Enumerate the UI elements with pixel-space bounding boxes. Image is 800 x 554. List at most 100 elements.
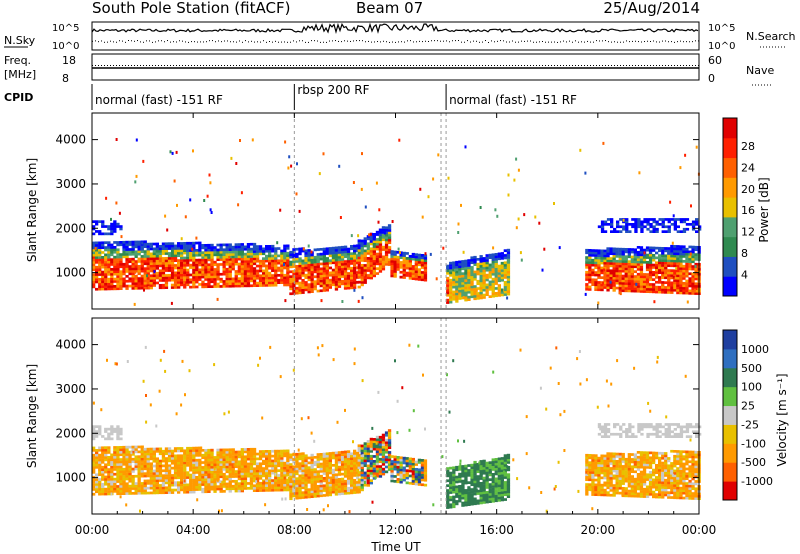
heatmap-cell (95, 485, 99, 489)
heatmap-cell (110, 222, 114, 226)
nsearch-point (491, 40, 492, 42)
heatmap-cell (246, 257, 251, 261)
heatmap-cell (249, 264, 254, 268)
heatmap-cell (110, 458, 114, 462)
heatmap-cell (228, 448, 232, 452)
heatmap-cell (470, 275, 474, 279)
heatmap-cell (167, 278, 172, 282)
heatmap-cell (198, 475, 202, 479)
heatmap-cell (104, 241, 108, 244)
heatmap-cell (612, 286, 616, 290)
heatmap-cell (231, 463, 235, 466)
heatmap-cell (503, 285, 507, 289)
heatmap-cell (479, 269, 483, 273)
heatmap-cell (292, 255, 296, 259)
heatmap-cell (449, 281, 453, 284)
heatmap-cell (158, 257, 163, 260)
heatmap-cell (104, 275, 108, 279)
colorbar-segment (723, 216, 737, 238)
heatmap-cell (322, 272, 326, 275)
heatmap-cell (222, 267, 226, 271)
heatmap-cell (216, 451, 220, 454)
heatmap-cell (249, 279, 254, 283)
heatmap-cell (110, 485, 114, 488)
heatmap-cell (219, 255, 223, 259)
nave-point (272, 65, 273, 66)
heatmap-cell (497, 267, 501, 270)
heatmap-cell (449, 293, 453, 297)
heatmap-cell (137, 457, 141, 461)
heatmap-cell (658, 246, 662, 250)
heatmap-cell (600, 227, 605, 231)
nsearch-point (401, 41, 402, 43)
heatmap-cell (277, 476, 281, 480)
heatmap-cell (331, 254, 336, 257)
heatmap-cell (340, 253, 345, 256)
heatmap-cell (304, 273, 308, 277)
heatmap-cell (452, 261, 456, 265)
nsearch-point (602, 40, 603, 42)
heatmap-cell (609, 262, 613, 265)
heatmap-cell (271, 449, 275, 453)
heatmap-cell (240, 279, 244, 283)
heatmap-cell (228, 460, 232, 464)
heatmap-cell (131, 477, 135, 481)
heatmap-cell (325, 252, 329, 255)
heatmap-cell (246, 467, 251, 471)
heatmap-cell (298, 286, 302, 290)
heatmap-cell (597, 256, 601, 260)
nsearch-point (278, 41, 279, 43)
heatmap-cell (316, 280, 320, 283)
heatmap-cell (423, 269, 428, 272)
heatmap-cell (378, 257, 383, 261)
heatmap-cell (506, 273, 511, 276)
heatmap-cell (600, 220, 605, 224)
heatmap-cell (149, 479, 153, 483)
heatmap-cell (476, 258, 480, 261)
heatmap-cell (340, 477, 345, 481)
nave-point (320, 65, 321, 66)
heatmap-cell (615, 264, 619, 268)
heatmap-cell (387, 224, 392, 227)
heatmap-cell (177, 249, 181, 253)
heatmap-speck (142, 159, 145, 163)
freq-label-1: Freq. (4, 54, 31, 67)
heatmap-cell (140, 267, 144, 270)
heatmap-cell (606, 279, 610, 282)
heatmap-cell (328, 247, 332, 250)
heatmap-cell (216, 255, 220, 259)
heatmap-cell (122, 482, 126, 486)
heatmap-speck (507, 193, 510, 197)
heatmap-cell (414, 267, 418, 271)
heatmap-cell (337, 275, 342, 279)
heatmap-cell (378, 230, 383, 234)
heatmap-cell (360, 242, 364, 245)
heatmap-cell (134, 260, 138, 263)
heatmap-cell (113, 258, 117, 261)
heatmap-cell (268, 450, 272, 453)
heatmap-speck (203, 199, 206, 202)
heatmap-cell (340, 472, 345, 476)
heatmap-cell (210, 263, 214, 266)
heatmap-cell (107, 482, 111, 486)
heatmap-cell (340, 460, 345, 464)
heatmap-cell (98, 487, 102, 491)
nsearch-point (356, 40, 357, 42)
heatmap-speck (364, 205, 367, 209)
heatmap-cell (310, 492, 314, 496)
heatmap-cell (307, 290, 311, 294)
heatmap-cell (149, 267, 153, 270)
heatmap-cell (252, 252, 257, 256)
heatmap-cell (609, 257, 613, 260)
heatmap-cell (286, 244, 290, 248)
heatmap-cell (201, 471, 205, 474)
heatmap-cell (366, 474, 370, 477)
heatmap-cell (231, 480, 235, 483)
heatmap-cell (237, 455, 241, 459)
nave-point (269, 65, 270, 66)
nave-point (122, 65, 123, 66)
nsearch-point (329, 40, 330, 42)
heatmap-cell (420, 261, 425, 265)
heatmap-cell (164, 466, 169, 470)
heatmap-speck (686, 300, 689, 304)
